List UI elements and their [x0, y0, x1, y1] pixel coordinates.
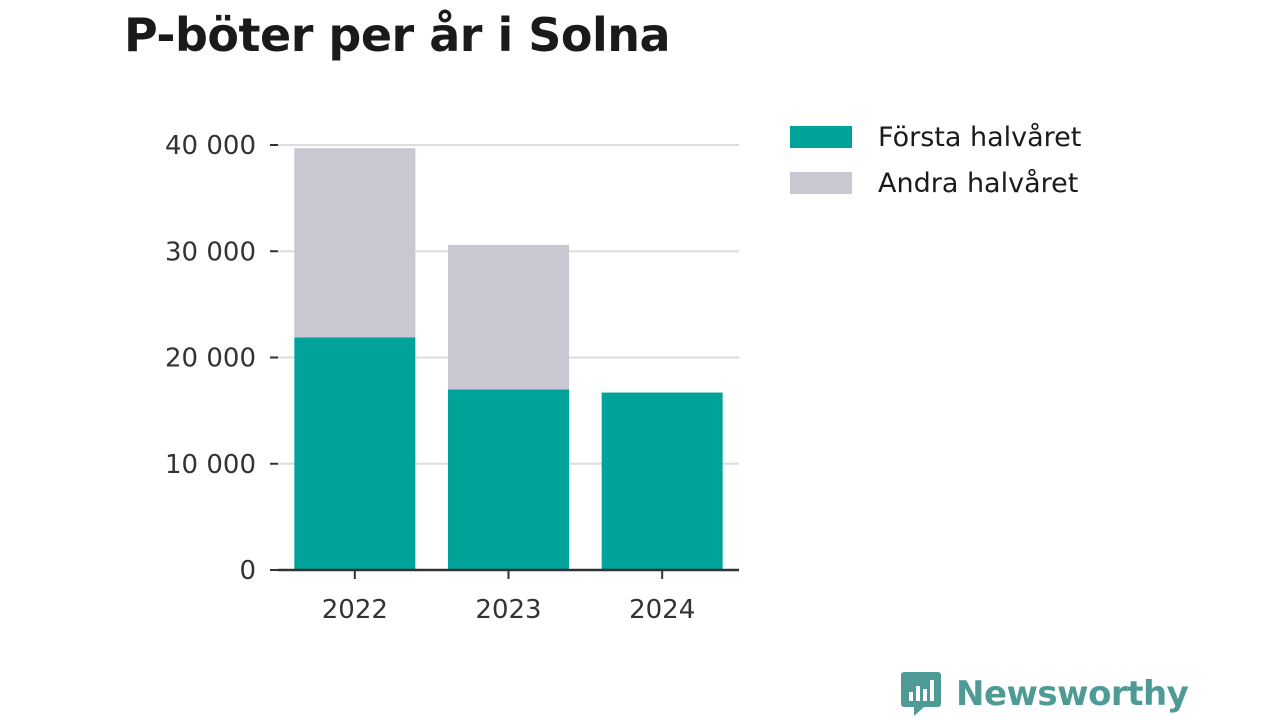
legend-item-first-half: Första halvåret — [790, 114, 1081, 160]
bar-2023-series-0 — [448, 389, 569, 570]
bar-2022-series-0 — [294, 337, 416, 570]
x-tick-label: 2024 — [629, 595, 695, 625]
legend-item-second-half: Andra halvåret — [790, 160, 1081, 206]
legend-swatch-first-half — [790, 126, 852, 148]
chart-title: P-böter per år i Solna — [124, 8, 671, 62]
y-tick-label: 0 — [239, 556, 256, 586]
x-tick-label: 2022 — [322, 595, 388, 625]
y-tick-label: 20 000 — [165, 344, 256, 374]
brand-logo: Newsworthy — [900, 670, 1189, 718]
legend-label-second-half: Andra halvåret — [878, 167, 1079, 199]
bar-2022-series-1 — [294, 148, 416, 338]
legend-swatch-second-half — [790, 172, 852, 194]
bar-2024-series-0 — [601, 392, 723, 570]
y-tick-label: 40 000 — [165, 131, 256, 161]
y-tick-label: 10 000 — [165, 450, 256, 480]
bar-2023-series-1 — [448, 244, 569, 390]
x-tick-label: 2023 — [475, 595, 541, 625]
legend: Första halvåret Andra halvåret — [790, 114, 1081, 206]
y-tick-label: 30 000 — [165, 237, 256, 267]
legend-label-first-half: Första halvåret — [878, 121, 1082, 153]
newsworthy-logo-icon — [901, 672, 941, 716]
brand-name: Newsworthy — [956, 674, 1189, 714]
